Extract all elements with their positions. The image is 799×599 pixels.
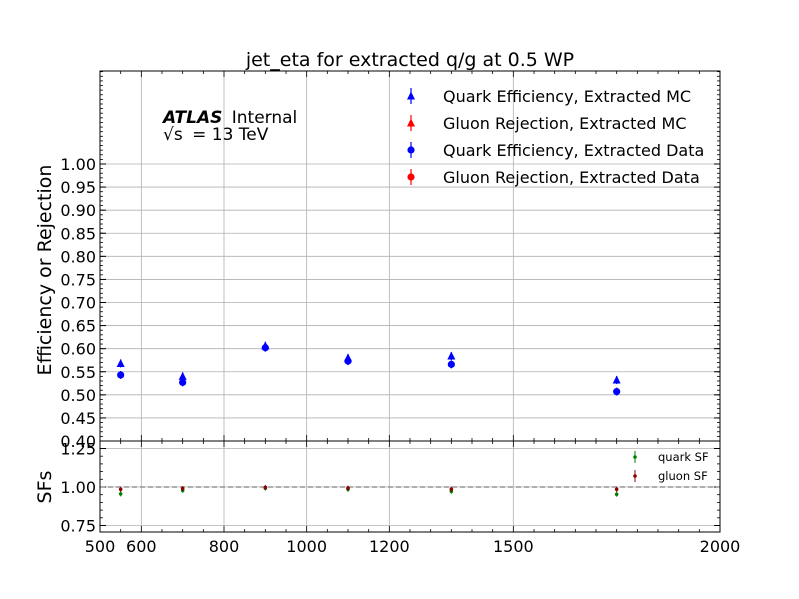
sf-y-tick-label: 1.00 <box>60 478 96 497</box>
sf-point <box>614 492 619 497</box>
efficiency-y-tick-label: 0.40 <box>60 432 96 451</box>
legend-entry-label: Quark Efficiency, Extracted MC <box>443 87 691 106</box>
sf-point <box>118 492 123 496</box>
x-tick-label: 500 <box>85 537 116 556</box>
legend-entry-label: Gluon Rejection, Extracted MC <box>443 114 687 133</box>
efficiency-triangle-point <box>447 351 456 360</box>
efficiency-circle-point <box>447 360 455 368</box>
sf-legend-marker <box>633 455 637 459</box>
x-tick-label: 600 <box>126 537 157 556</box>
sf-legend-label: gluon SF <box>658 469 708 483</box>
energy-value: = 13 TeV <box>192 125 269 145</box>
efficiency-y-tick-label: 1.00 <box>60 155 96 174</box>
sf-point <box>180 486 185 491</box>
efficiency-y-tick-label: 0.60 <box>60 340 96 359</box>
legend-circle-marker <box>407 173 415 181</box>
sf-legend-label: quark SF <box>658 450 709 464</box>
efficiency-circle-point <box>261 344 269 352</box>
efficiency-triangle-point <box>178 371 187 380</box>
sf-point <box>118 487 123 492</box>
efficiency-y-tick-label: 0.55 <box>60 363 96 382</box>
legend-circle-marker <box>407 146 415 154</box>
efficiency-legend: Quark Efficiency, Extracted MC Gluon Reje… <box>407 87 704 187</box>
efficiency-circle-point <box>117 371 125 379</box>
legend-triangle-marker <box>407 118 415 127</box>
efficiency-panel: 1.00 0.95 0.90 0.85 0.80 0.75 0.70 0.65 0.60 0.55… <box>34 70 721 451</box>
sf-legend: quark SF gluon SF <box>633 450 709 483</box>
experiment-label: ATLAS Internal <box>161 108 297 128</box>
atlas-label: ATLAS <box>161 108 222 128</box>
efficiency-y-tick-label: 0.50 <box>60 386 96 405</box>
efficiency-triangle-point <box>612 375 621 384</box>
x-tick-label: 1500 <box>493 537 534 556</box>
efficiency-y-tick-label: 0.95 <box>60 178 96 197</box>
efficiency-y-axis-label: Efficiency or Rejection <box>34 165 56 376</box>
legend-entry-label: Quark Efficiency, Extracted Data <box>443 141 704 160</box>
sf-y-tick-label: 1.25 <box>60 440 96 459</box>
efficiency-y-tick-label: 0.85 <box>60 224 96 243</box>
chart-title: jet_eta for extracted q/g at 0.5 WP <box>245 49 574 71</box>
sf-y-axis-label: SFs <box>34 471 56 504</box>
efficiency-y-tick-label: 0.90 <box>60 201 96 220</box>
x-tick-label: 2000 <box>700 537 741 556</box>
x-tick-label: 1200 <box>369 537 410 556</box>
sf-point <box>614 487 619 492</box>
x-tick-label: 800 <box>209 537 240 556</box>
sf-y-tick-label: 0.75 <box>60 517 96 536</box>
sf-point <box>449 487 454 491</box>
efficiency-y-tick-label: 0.80 <box>60 247 96 266</box>
efficiency-y-tick-label: 0.45 <box>60 409 96 428</box>
efficiency-y-tick-label: 0.65 <box>60 317 96 336</box>
efficiency-circle-point <box>179 378 187 386</box>
efficiency-circle-point <box>613 388 621 396</box>
internal-label: Internal <box>232 108 298 128</box>
efficiency-triangle-point <box>116 358 125 367</box>
sf-point <box>263 485 268 490</box>
efficiency-y-tick-label: 0.75 <box>60 270 96 289</box>
sf-point <box>346 486 350 490</box>
sf-panel-frame <box>99 440 721 533</box>
efficiency-circle-point <box>344 357 352 365</box>
sf-legend-marker <box>633 474 637 478</box>
x-tick-label: 1000 <box>286 537 327 556</box>
energy-sqrt-s: √s <box>163 125 183 145</box>
legend-entry-label: Gluon Rejection, Extracted Data <box>443 168 700 187</box>
efficiency-y-tick-label: 0.70 <box>60 294 96 313</box>
energy-label: √s = 13 TeV <box>163 125 269 145</box>
legend-triangle-marker <box>407 91 415 100</box>
